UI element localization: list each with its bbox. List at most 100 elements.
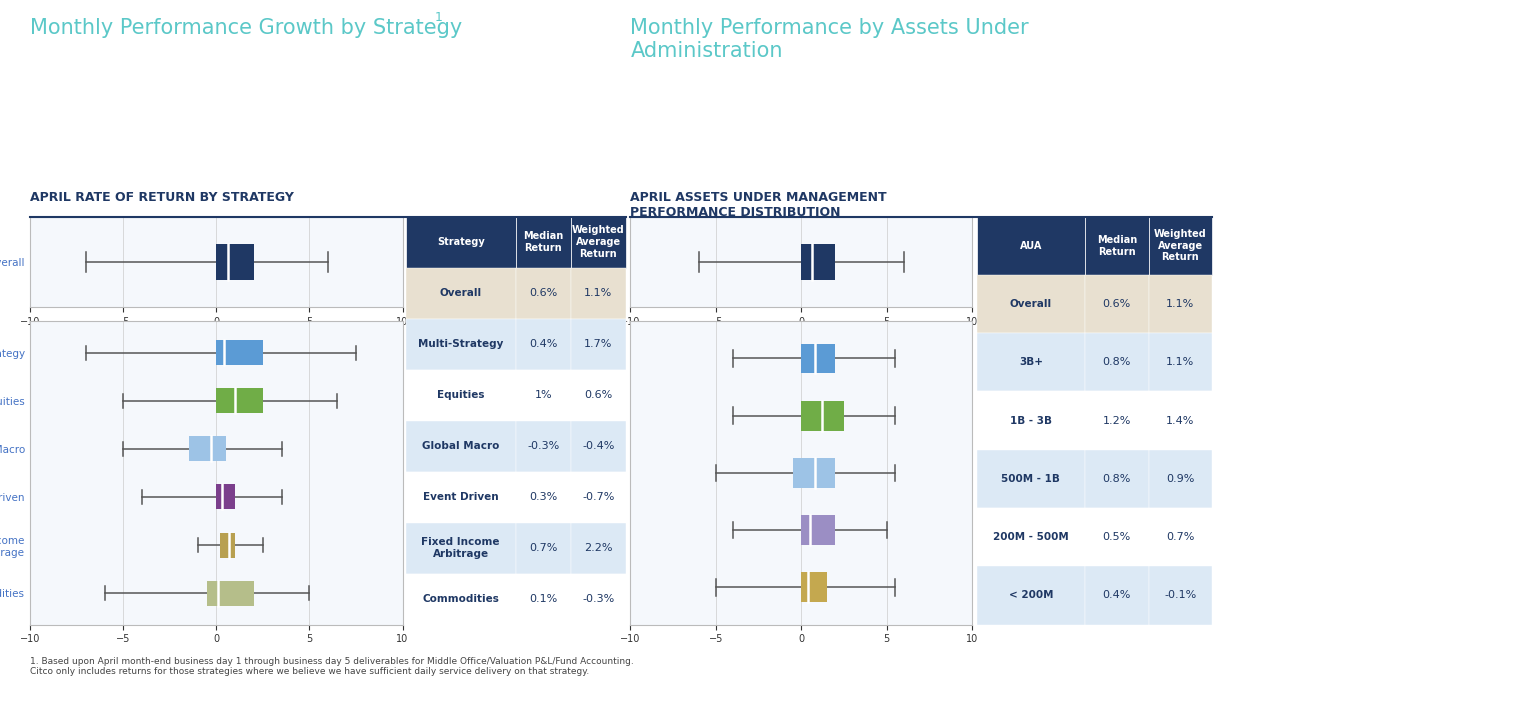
Text: 0.6%: 0.6% [1103, 299, 1132, 309]
Bar [1085, 391, 1148, 450]
Bar [571, 471, 626, 523]
Text: 1.1%: 1.1% [1167, 357, 1194, 367]
Text: 1.7%: 1.7% [585, 339, 612, 349]
Bar [793, 458, 835, 488]
Bar [1148, 450, 1212, 508]
Text: Multi-Strategy: Multi-Strategy [418, 339, 503, 349]
Bar [977, 508, 1085, 566]
Text: 0.8%: 0.8% [1103, 474, 1132, 484]
Bar [571, 370, 626, 420]
Bar [1085, 217, 1148, 275]
Text: Strategy: Strategy [437, 237, 485, 247]
Bar [802, 401, 845, 430]
Text: 1.1%: 1.1% [1167, 299, 1194, 309]
Text: AUA: AUA [1019, 240, 1042, 251]
Text: Fixed Income
Arbitrage: Fixed Income Arbitrage [421, 537, 500, 559]
Bar [977, 566, 1085, 625]
Text: 0.7%: 0.7% [1167, 532, 1194, 542]
Bar [977, 450, 1085, 508]
Text: 1.2%: 1.2% [1103, 416, 1132, 425]
Bar [977, 391, 1085, 450]
Text: Overall: Overall [1010, 299, 1053, 309]
Bar [1085, 333, 1148, 391]
Bar [406, 370, 516, 420]
Bar [516, 471, 571, 523]
Bar [571, 523, 626, 573]
Text: Global Macro: Global Macro [422, 441, 500, 451]
Text: 200M - 500M: 200M - 500M [993, 532, 1069, 542]
Bar [1085, 508, 1148, 566]
Text: -0.7%: -0.7% [582, 492, 615, 502]
Text: -0.4%: -0.4% [582, 441, 615, 451]
Text: -0.3%: -0.3% [527, 441, 559, 451]
Bar [516, 523, 571, 573]
Bar [216, 484, 235, 510]
Bar [571, 420, 626, 471]
Bar [220, 533, 235, 557]
Bar [406, 471, 516, 523]
Bar [571, 573, 626, 625]
Bar [1085, 450, 1148, 508]
Bar [516, 370, 571, 420]
Bar [1148, 333, 1212, 391]
Bar [1085, 275, 1148, 333]
Bar [188, 436, 226, 461]
Bar [1148, 275, 1212, 333]
Text: 1: 1 [434, 11, 442, 24]
Bar [571, 217, 626, 268]
Text: 1%: 1% [535, 390, 551, 400]
Text: Median
Return: Median Return [523, 231, 564, 253]
Text: 0.1%: 0.1% [529, 594, 557, 604]
Bar [1148, 566, 1212, 625]
Text: Median
Return: Median Return [1097, 235, 1136, 256]
Bar [516, 573, 571, 625]
Text: 0.8%: 0.8% [1103, 357, 1132, 367]
Bar [216, 244, 254, 280]
Text: APRIL RATE OF RETURN BY STRATEGY: APRIL RATE OF RETURN BY STRATEGY [30, 191, 295, 204]
Text: 0.7%: 0.7% [529, 543, 557, 553]
Bar [977, 275, 1085, 333]
Text: 0.6%: 0.6% [529, 288, 557, 298]
Bar [516, 318, 571, 370]
Bar [406, 217, 516, 268]
Bar [406, 573, 516, 625]
Text: 0.6%: 0.6% [585, 390, 612, 400]
Text: -0.3%: -0.3% [582, 594, 614, 604]
Bar [802, 516, 835, 545]
Text: 2.2%: 2.2% [583, 543, 612, 553]
Bar [216, 340, 263, 365]
Text: Weighted
Average
Return: Weighted Average Return [1154, 229, 1206, 262]
Text: < 200M: < 200M [1009, 591, 1053, 601]
Bar [207, 580, 254, 606]
Text: 1. Based upon April month-end business day 1 through business day 5 deliverables: 1. Based upon April month-end business d… [30, 657, 633, 677]
Text: APRIL ASSETS UNDER MANAGEMENT
PERFORMANCE DISTRIBUTION: APRIL ASSETS UNDER MANAGEMENT PERFORMANC… [630, 191, 887, 219]
Bar [802, 344, 835, 373]
Text: Overall: Overall [439, 288, 482, 298]
Bar [516, 268, 571, 318]
Bar [1148, 217, 1212, 275]
Text: Weighted
Average
Return: Weighted Average Return [573, 225, 624, 258]
Bar [406, 523, 516, 573]
Text: 0.4%: 0.4% [529, 339, 557, 349]
Bar [406, 268, 516, 318]
Text: Commodities: Commodities [422, 594, 500, 604]
Text: 500M - 1B: 500M - 1B [1001, 474, 1060, 484]
Bar [1148, 391, 1212, 450]
Text: Equities: Equities [437, 390, 485, 400]
Bar [977, 333, 1085, 391]
Bar [516, 217, 571, 268]
Text: -0.1%: -0.1% [1164, 591, 1197, 601]
Bar [516, 420, 571, 471]
Text: 0.9%: 0.9% [1167, 474, 1194, 484]
Text: 0.3%: 0.3% [529, 492, 557, 502]
Bar [802, 573, 826, 602]
Text: 1.1%: 1.1% [585, 288, 612, 298]
Bar [406, 420, 516, 471]
Bar [571, 268, 626, 318]
Text: 0.5%: 0.5% [1103, 532, 1132, 542]
Text: 1B - 3B: 1B - 3B [1010, 416, 1051, 425]
Bar [1085, 566, 1148, 625]
Text: Monthly Performance by Assets Under
Administration: Monthly Performance by Assets Under Admi… [630, 18, 1028, 61]
Text: Monthly Performance Growth by Strategy: Monthly Performance Growth by Strategy [30, 18, 463, 38]
Text: 3B+: 3B+ [1019, 357, 1044, 367]
